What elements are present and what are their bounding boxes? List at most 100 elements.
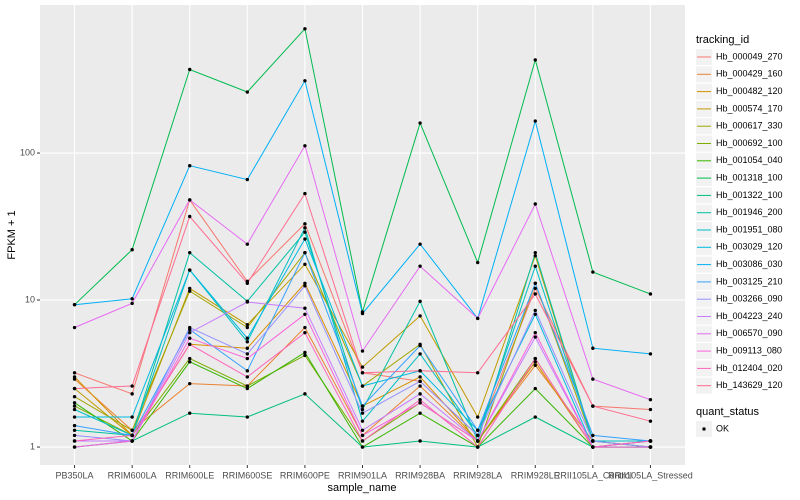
data-point: [72, 433, 77, 438]
data-point: [130, 384, 134, 388]
data-point: [303, 392, 307, 396]
data-point: [303, 27, 307, 31]
data-point: [475, 371, 480, 375]
data-point: [648, 292, 653, 296]
data-point: [130, 301, 134, 306]
data-point: [648, 352, 653, 356]
data-point: [245, 352, 250, 356]
data-point: [360, 433, 365, 438]
data-point: [245, 356, 250, 361]
legend-label: Hb_000482_120: [716, 86, 783, 96]
data-point: [591, 445, 595, 449]
data-point: [533, 292, 537, 296]
data-point: [188, 163, 192, 168]
data-point: [533, 264, 537, 268]
data-point: [360, 371, 365, 375]
data-point: [475, 439, 480, 443]
data-point: [188, 325, 192, 330]
legend-label: Hb_001322_100: [716, 190, 783, 200]
data-point: [245, 242, 250, 246]
x-tick-label: RRII105LA_Stressed: [608, 470, 693, 480]
data-point: [475, 445, 480, 449]
legend-label: Hb_006570_090: [716, 328, 783, 338]
data-point: [245, 281, 250, 285]
data-point: [475, 433, 480, 438]
data-point: [360, 404, 365, 408]
data-point: [418, 379, 422, 384]
x-tick-label: RRIM928LA: [453, 470, 502, 480]
data-point: [188, 67, 192, 72]
data-point: [245, 384, 250, 388]
data-point: [72, 395, 77, 399]
legend-label: Hb_003086_030: [716, 259, 783, 269]
data-point: [130, 415, 134, 419]
data-point: [533, 202, 537, 206]
data-point: [533, 363, 537, 367]
data-point: [303, 284, 307, 288]
legend-label: Hb_004223_240: [716, 311, 783, 321]
data-point: [533, 254, 537, 258]
data-point: [303, 353, 307, 358]
data-point: [648, 445, 653, 449]
x-tick-label: RRIM600LE: [165, 470, 214, 480]
data-point: [188, 360, 192, 364]
legend-label: Hb_000617_330: [716, 121, 783, 131]
data-point: [72, 386, 77, 391]
data-point: [360, 365, 365, 369]
data-point: [72, 371, 77, 375]
x-tick-label: RRIM600PE: [280, 470, 330, 480]
data-point: [130, 428, 134, 433]
data-point: [188, 268, 192, 272]
data-point: [188, 250, 192, 255]
data-point: [303, 250, 307, 255]
legend-label: Hb_143629_120: [716, 380, 783, 390]
data-point: [72, 407, 77, 412]
data-point: [245, 177, 250, 182]
data-point: [591, 404, 595, 408]
legend-label: Hb_001318_100: [716, 172, 783, 182]
data-point: [418, 375, 422, 379]
legend-label: Hb_003266_090: [716, 294, 783, 304]
data-point: [360, 439, 365, 443]
data-point: [591, 377, 595, 381]
legend-shape: [702, 427, 706, 431]
data-point: [418, 264, 422, 268]
data-point: [360, 407, 365, 412]
data-point: [245, 90, 250, 94]
data-point: [72, 302, 77, 307]
data-point: [533, 335, 537, 339]
data-point: [72, 439, 77, 443]
data-point: [245, 325, 250, 330]
data-point: [303, 325, 307, 330]
data-point: [245, 375, 250, 379]
data-point: [418, 343, 422, 348]
data-point: [360, 428, 365, 433]
data-point: [245, 415, 250, 419]
data-point: [418, 392, 422, 396]
data-point: [533, 286, 537, 291]
data-point: [245, 346, 250, 350]
data-point: [303, 230, 307, 234]
data-point: [360, 349, 365, 353]
data-point: [72, 325, 77, 330]
data-point: [533, 250, 537, 255]
data-point: [360, 411, 365, 415]
data-point: [188, 411, 192, 415]
data-point: [188, 286, 192, 291]
legend-label: Hb_009113_080: [716, 345, 782, 355]
data-point: [533, 308, 537, 313]
data-point: [245, 369, 250, 373]
legend-title: tracking_id: [696, 34, 749, 46]
data-point: [303, 191, 307, 196]
x-tick-label: PB350LA: [56, 470, 94, 480]
legend-label: OK: [716, 423, 729, 433]
data-point: [245, 322, 250, 327]
data-point: [360, 445, 365, 449]
data-point: [418, 242, 422, 246]
data-point: [360, 311, 365, 316]
data-point: [648, 397, 653, 402]
legend-label: Hb_001951_080: [716, 224, 783, 234]
data-point: [130, 433, 134, 438]
data-point: [533, 356, 537, 361]
